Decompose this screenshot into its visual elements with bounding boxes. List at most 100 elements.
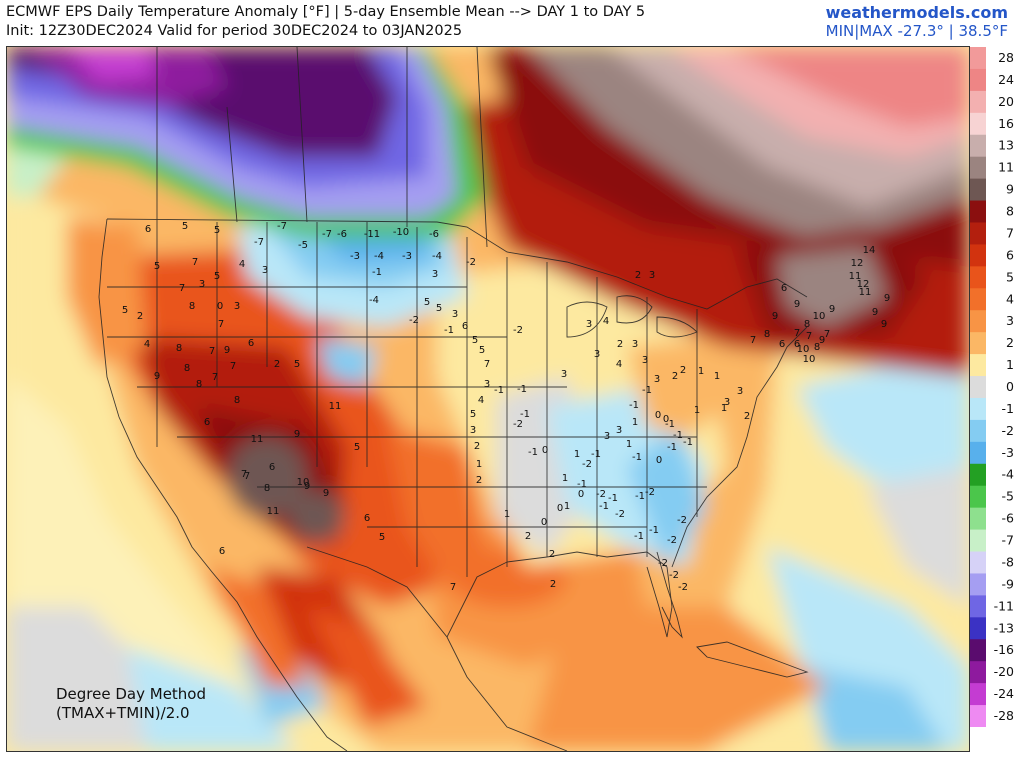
station-value: -10	[393, 227, 409, 238]
station-value: 7	[218, 319, 224, 330]
station-value: -2	[513, 419, 523, 430]
station-value: 6	[248, 338, 254, 349]
station-value: 5	[294, 359, 300, 370]
method-note: Degree Day Method (TMAX+TMIN)/2.0	[56, 685, 206, 723]
legend-swatch	[970, 354, 986, 377]
station-value: 2	[672, 371, 678, 382]
legend-swatch	[970, 661, 986, 684]
legend-label: 28	[998, 50, 1014, 65]
legend-swatch	[970, 551, 986, 574]
legend-label: 8	[1006, 204, 1014, 219]
legend-swatch	[970, 310, 986, 333]
station-value: 6	[269, 462, 275, 473]
station-value: 3	[604, 431, 610, 442]
station-value: -1	[494, 385, 504, 396]
station-value: 7	[750, 335, 756, 346]
legend-label: -7	[1002, 533, 1014, 548]
station-value: 8	[196, 379, 202, 390]
legend-swatch	[970, 134, 986, 158]
station-value: 11	[329, 401, 342, 412]
station-value: 7	[450, 582, 456, 593]
station-value: -1	[634, 531, 644, 542]
station-value: 10	[813, 311, 826, 322]
station-value: 5	[214, 271, 220, 282]
station-value: -1	[520, 409, 530, 420]
legend-label: 7	[1006, 225, 1014, 240]
station-value: -4	[374, 251, 384, 262]
legend-swatch	[970, 332, 986, 355]
station-value: -3	[350, 251, 360, 262]
station-value: 8	[189, 301, 195, 312]
legend-swatch	[970, 595, 986, 618]
station-value: 3	[234, 301, 240, 312]
station-value: -4	[369, 295, 379, 306]
station-value: -1	[444, 325, 454, 336]
station-value: 9	[819, 335, 825, 346]
legend-swatch	[970, 222, 986, 245]
station-value: -2	[409, 315, 419, 326]
station-value: 5	[354, 442, 360, 453]
station-value: 8	[234, 395, 240, 406]
legend-label: 4	[1006, 291, 1014, 306]
site-link[interactable]: weathermodels.com	[825, 3, 1008, 22]
legend-swatch	[970, 441, 986, 465]
station-value: 10	[797, 344, 810, 355]
station-value: 9	[884, 293, 890, 304]
legend-label: -2	[1002, 423, 1014, 438]
station-value: 8	[764, 329, 770, 340]
station-value: 3	[470, 425, 476, 436]
station-value: 8	[804, 319, 810, 330]
station-value: 9	[829, 304, 835, 315]
station-value: 7	[806, 331, 812, 342]
station-value: 7	[230, 361, 236, 372]
station-value: 2	[550, 579, 556, 590]
station-value: 5	[424, 297, 430, 308]
method-note-line1: Degree Day Method	[56, 685, 207, 703]
legend-label: -1	[1002, 401, 1014, 416]
method-note-line2: (TMAX+TMIN)/2.0	[56, 704, 190, 722]
legend-label: -28	[994, 708, 1014, 723]
station-value: -1	[649, 525, 659, 536]
station-value: -1	[372, 267, 382, 278]
legend-label: -8	[1002, 554, 1015, 569]
station-value: 3	[561, 369, 567, 380]
station-value: -7	[277, 221, 287, 232]
station-value: 9	[872, 307, 878, 318]
legend-label: 20	[998, 94, 1014, 109]
station-value: 9	[224, 345, 230, 356]
station-value: 5	[122, 305, 128, 316]
station-value: 0	[663, 414, 669, 425]
station-value: 0	[542, 445, 548, 456]
legend-swatch	[970, 639, 986, 662]
station-value: 4	[616, 359, 622, 370]
borders-layer	[98, 47, 809, 751]
legend-swatch	[970, 90, 986, 114]
station-value: 4	[603, 316, 609, 327]
legend-label: 5	[1006, 269, 1014, 284]
legend-swatch	[970, 244, 986, 267]
legend-label: -13	[994, 620, 1014, 635]
station-value: 1	[626, 439, 632, 450]
color-legend: 28 24 20 16 13 11 9 8 7 6 5 4 3 2 1 0 -1 -2 -3 -4 -5 -6 -7 -8 -9…	[970, 47, 1022, 727]
legend-swatch	[970, 529, 986, 553]
station-value: 7	[192, 257, 198, 268]
legend-label: 11	[998, 160, 1014, 175]
station-value: 3	[484, 379, 490, 390]
station-value: 6	[219, 546, 225, 557]
chart-title: ECMWF EPS Daily Temperature Anomaly [°F]…	[6, 4, 646, 20]
station-value: 1	[694, 405, 700, 416]
station-value: -5	[298, 240, 308, 251]
station-value: -6	[337, 229, 347, 240]
legend-swatch	[970, 68, 986, 92]
chart-subtitle: Init: 12Z30DEC2024 Valid for period 30DE…	[6, 23, 463, 39]
station-value: 7	[794, 328, 800, 339]
station-value: 9	[772, 311, 778, 322]
station-value: 0	[541, 517, 547, 528]
station-value: -2	[615, 509, 625, 520]
station-value: 4	[239, 259, 245, 270]
station-value: 2	[474, 441, 480, 452]
station-value: 7	[244, 471, 250, 482]
station-value: -2	[658, 558, 668, 569]
station-value: -7	[322, 229, 332, 240]
